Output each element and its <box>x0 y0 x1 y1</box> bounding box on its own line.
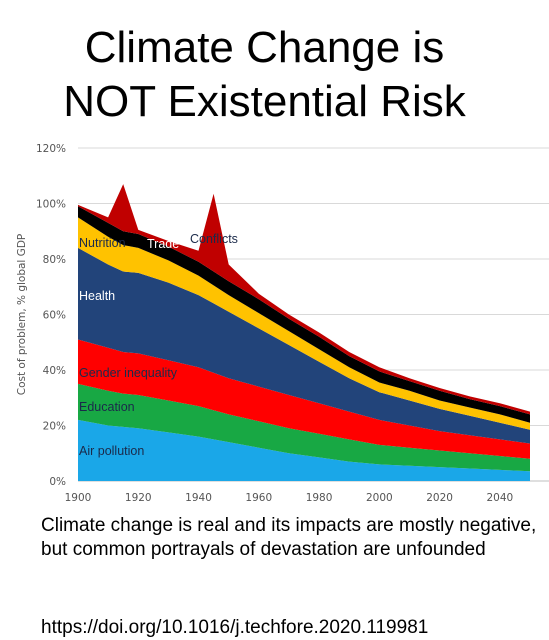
area-trade <box>78 206 530 423</box>
area-series <box>78 184 530 481</box>
label-trade: Trade <box>147 237 179 251</box>
y-tick-label: 20% <box>43 421 66 433</box>
x-tick-label: 2020 <box>426 492 453 504</box>
x-tick-label: 1920 <box>125 492 152 504</box>
y-tick-label: 120% <box>36 143 66 155</box>
stacked-area-chart: 0%20%40%60%80%100%120% 1900 1920 1940 1960 1… <box>16 143 549 504</box>
label-air-pollution: Air pollution <box>79 444 144 458</box>
title-line-2: NOT Existential Risk <box>63 77 466 126</box>
y-tick-labels: 0% 20% 40% 60% 80% 100% 120% <box>36 143 66 488</box>
y-tick-label: 100% <box>36 199 66 211</box>
area-conflicts <box>78 184 530 415</box>
label-education: Education <box>79 400 135 414</box>
label-nutrition: Nutrition <box>79 236 126 250</box>
label-health: Health <box>79 289 115 303</box>
x-tick-label: 1980 <box>306 492 333 504</box>
caption: Climate change is real and its impacts a… <box>41 515 537 560</box>
area-education <box>78 383 530 472</box>
y-tick-label: 0% <box>49 476 66 488</box>
y-axis-label: Cost of problem, % global GDP <box>16 234 28 396</box>
area-health <box>78 247 530 444</box>
y-tick-label: 40% <box>43 365 66 377</box>
x-tick-label: 1940 <box>185 492 212 504</box>
doi-link[interactable]: https://doi.org/10.1016/j.techfore.2020.… <box>41 617 429 638</box>
x-tick-label: 1960 <box>245 492 272 504</box>
y-tick-label: 60% <box>43 310 66 322</box>
label-conflicts: Conflicts <box>190 232 238 246</box>
x-tick-label: 1900 <box>65 492 92 504</box>
y-tick-label: 80% <box>43 254 66 266</box>
x-tick-label: 2040 <box>486 492 513 504</box>
area-air-pollution <box>78 419 530 481</box>
label-gender-inequality: Gender inequality <box>79 366 178 380</box>
x-tick-labels: 1900 1920 1940 1960 1980 2000 2020 2040 <box>65 492 514 504</box>
x-tick-label: 2000 <box>366 492 393 504</box>
title-line-1: Climate Change is <box>84 23 445 72</box>
series-labels: Air pollution Education Gender inequality H… <box>79 232 238 458</box>
